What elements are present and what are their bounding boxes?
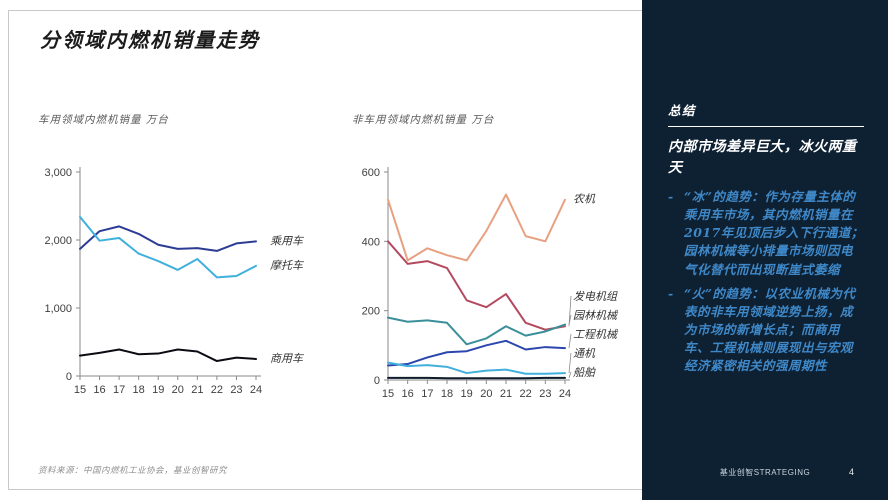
sidebar-footer: 基业创智STRATEGING 4 bbox=[642, 466, 888, 478]
x-tick-label: 16 bbox=[402, 388, 414, 400]
bullet-dash: - bbox=[668, 285, 674, 301]
x-tick-label: 24 bbox=[559, 388, 571, 400]
x-tick-label: 22 bbox=[211, 384, 223, 396]
vehicle-chart-title: 车用领域内燃机销量 万台 bbox=[38, 114, 169, 126]
summary-divider bbox=[668, 126, 864, 127]
summary-sidebar: 总结 内部市场差异巨大，冰火两重天 - “冰”的趋势：作为存量主体的乘用车市场，… bbox=[642, 0, 888, 500]
series-line-工程机械 bbox=[387, 339, 566, 367]
series-line-发电机组 bbox=[387, 240, 566, 331]
summary-lead: 内部市场差异巨大，冰火两重天 bbox=[668, 139, 857, 176]
x-tick-label: 15 bbox=[382, 388, 394, 400]
label-leader-line bbox=[568, 314, 572, 325]
summary-bullet: - “冰”的趋势：作为存量主体的乘用车市场，其内燃机销量在2017年见顶后步入下… bbox=[668, 188, 864, 279]
y-tick-label: 0 bbox=[374, 375, 380, 387]
vehicle-ice-sales-chart: 0 1,000 2,000 3,000 15 16 17 18 19 20 21 22 23 24 乘用车摩… bbox=[44, 167, 305, 396]
series-label-通机: 通机 bbox=[573, 347, 596, 360]
brand-logo: 基业创智STRATEGING bbox=[719, 467, 811, 477]
x-tick-label: 21 bbox=[191, 384, 203, 396]
series-label-摩托车: 摩托车 bbox=[270, 259, 305, 272]
summary-bullet-list: - “冰”的趋势：作为存量主体的乘用车市场，其内燃机销量在2017年见顶后步入下… bbox=[668, 188, 864, 375]
series-label-园林机械: 园林机械 bbox=[573, 309, 619, 322]
bullet-text: “冰”的趋势：作为存量主体的乘用车市场，其内燃机销量在2017年见顶后步入下行通… bbox=[684, 189, 864, 277]
x-tick-label: 23 bbox=[539, 388, 551, 400]
label-leader-line bbox=[568, 352, 572, 374]
series-line-商用车 bbox=[79, 348, 257, 363]
y-tick-label: 200 bbox=[362, 306, 380, 318]
x-tick-label: 23 bbox=[230, 384, 242, 396]
series-line-园林机械 bbox=[387, 316, 566, 346]
x-tick-label: 20 bbox=[172, 384, 184, 396]
label-leader-line bbox=[568, 371, 572, 379]
page-title: 分领域内燃机销量走势 bbox=[40, 28, 260, 52]
x-tick-label: 16 bbox=[93, 384, 105, 396]
x-tick-label: 19 bbox=[461, 388, 473, 400]
y-tick-label: 600 bbox=[362, 167, 380, 179]
source-note: 资料来源：中国内燃机工业协会，基业创智研究 bbox=[38, 466, 228, 476]
series-line-乘用车 bbox=[79, 225, 257, 252]
y-tick-label: 0 bbox=[66, 371, 72, 383]
series-line-农机 bbox=[387, 193, 566, 262]
x-tick-label: 17 bbox=[113, 384, 125, 396]
label-leader-line bbox=[568, 333, 572, 349]
bullet-text: “火”的趋势：以农业机械为代表的非车用领域逆势上扬，成为市场的新增长点；而商用车… bbox=[684, 285, 856, 374]
series-label-工程机械: 工程机械 bbox=[573, 328, 619, 341]
x-tick-label: 19 bbox=[152, 384, 164, 396]
y-tick-label: 400 bbox=[362, 236, 380, 248]
x-tick-label: 22 bbox=[520, 388, 532, 400]
non-vehicle-ice-sales-chart: 0 200 400 600 15 16 17 18 19 20 21 22 23 24 农机发电机组园林机械… bbox=[362, 167, 619, 400]
x-tick-label: 24 bbox=[250, 384, 262, 396]
series-line-摩托车 bbox=[79, 215, 257, 279]
y-tick-label: 2,000 bbox=[44, 235, 72, 247]
series-label-船舶: 船舶 bbox=[573, 366, 596, 379]
series-label-乘用车: 乘用车 bbox=[270, 234, 305, 247]
x-tick-label: 18 bbox=[133, 384, 145, 396]
summary-heading: 总结 bbox=[668, 103, 697, 118]
summary-bullet: - “火”的趋势：以农业机械为代表的非车用领域逆势上扬，成为市场的新增长点；而商… bbox=[668, 285, 864, 376]
x-tick-label: 17 bbox=[421, 388, 433, 400]
page-number: 4 bbox=[848, 467, 854, 477]
series-label-商用车: 商用车 bbox=[270, 352, 305, 365]
x-tick-label: 15 bbox=[74, 384, 86, 396]
bullet-dash: - bbox=[668, 189, 674, 204]
x-tick-label: 21 bbox=[500, 388, 512, 400]
non-vehicle-chart-title: 非车用领域内燃机销量 万台 bbox=[352, 114, 495, 126]
series-label-农机: 农机 bbox=[573, 193, 596, 206]
series-line-通机 bbox=[387, 361, 566, 375]
series-label-发电机组: 发电机组 bbox=[573, 290, 618, 303]
y-tick-label: 1,000 bbox=[44, 303, 72, 315]
y-tick-label: 3,000 bbox=[44, 167, 72, 179]
x-tick-label: 18 bbox=[441, 388, 453, 400]
x-tick-label: 20 bbox=[480, 388, 492, 400]
